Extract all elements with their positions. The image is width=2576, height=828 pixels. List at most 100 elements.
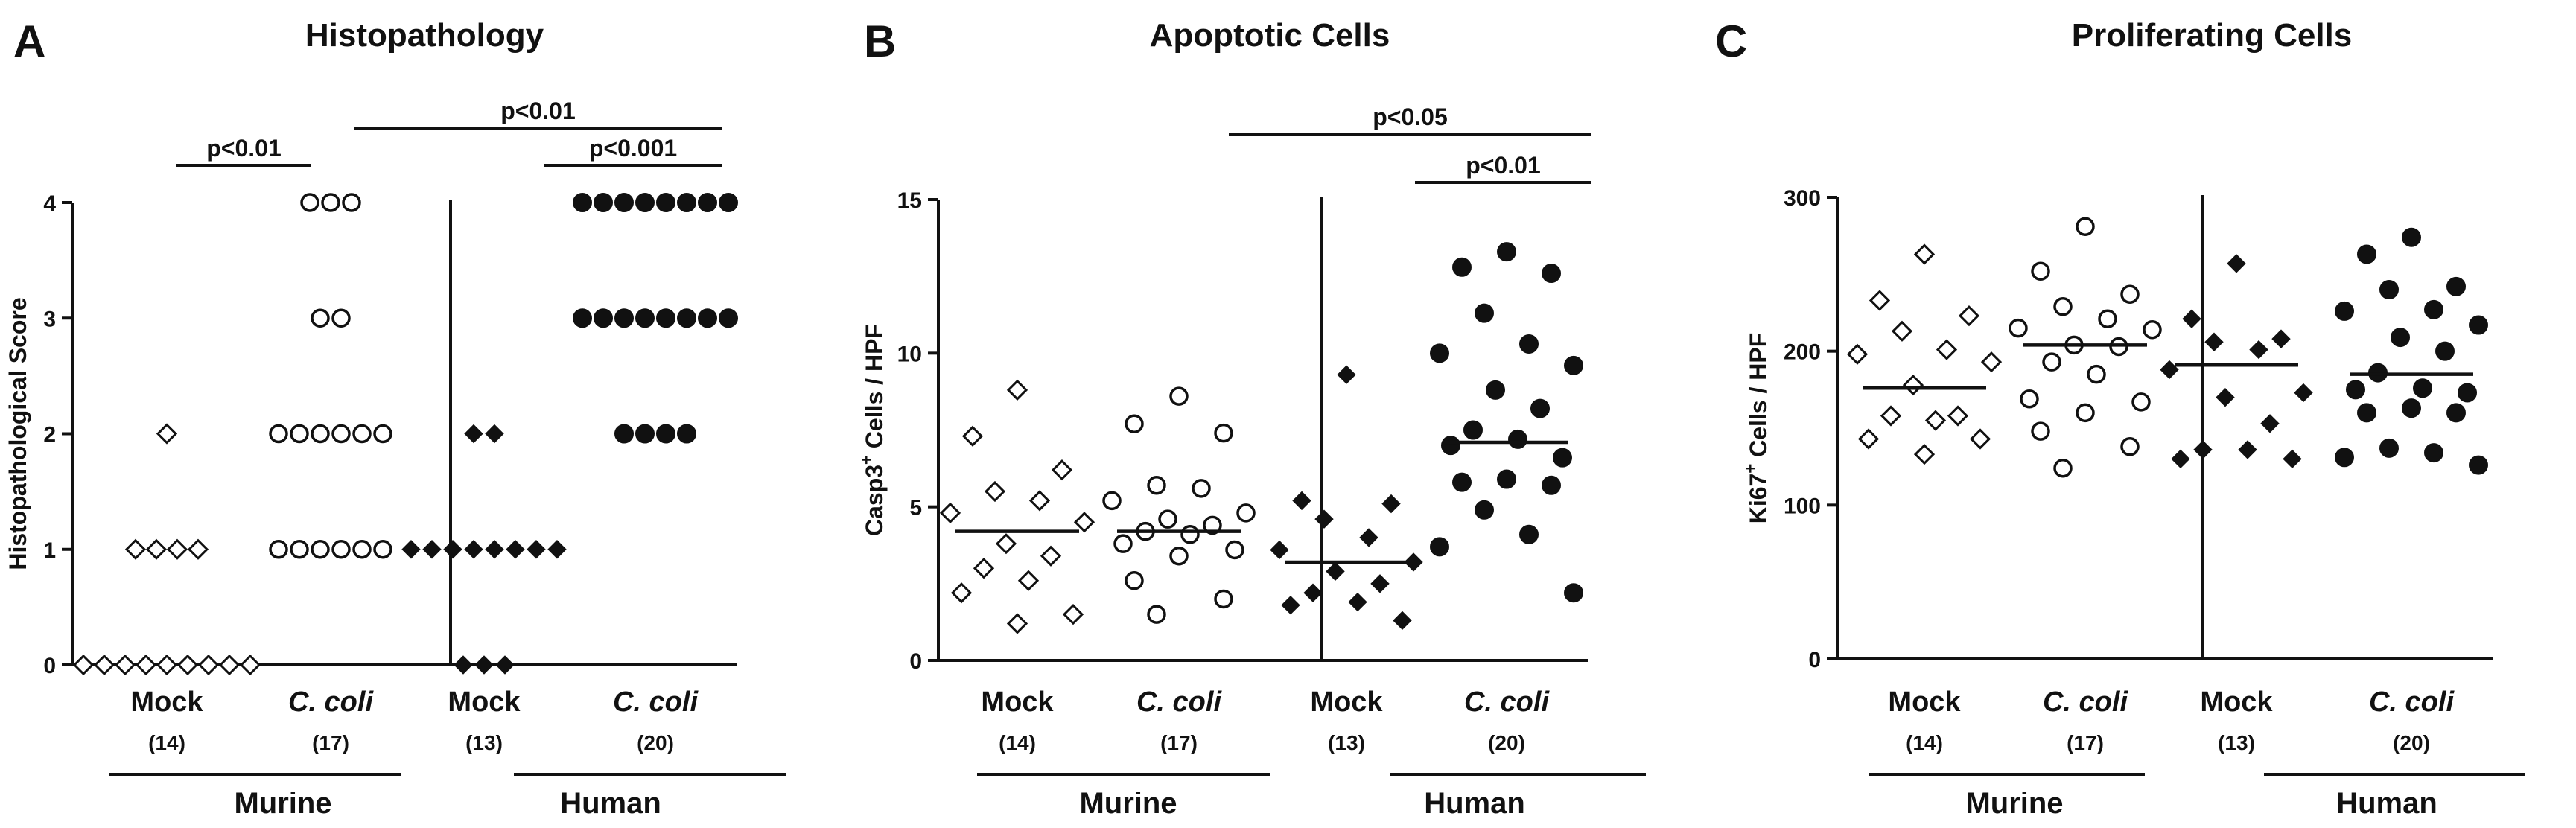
data-point (1062, 603, 1084, 625)
data-point (2458, 383, 2477, 403)
data-point (2076, 217, 2095, 237)
category-label: Mock (1310, 687, 1383, 718)
category-label: C. coli (613, 687, 699, 718)
data-point (401, 540, 421, 559)
data-point (352, 540, 372, 559)
data-point (2087, 364, 2106, 384)
data-point (1452, 472, 1472, 492)
data-point (1463, 420, 1483, 440)
y-tick-label: 100 (1784, 494, 1821, 518)
sample-size-label: (13) (1328, 731, 1365, 754)
data-point (1564, 355, 1583, 375)
y-tick-label: 3 (43, 307, 56, 331)
y-tick-label: 5 (909, 496, 922, 520)
data-point (2042, 352, 2061, 372)
data-point (677, 308, 696, 328)
y-tick-label: 15 (897, 188, 922, 213)
data-point (719, 193, 738, 212)
data-point (2379, 438, 2399, 458)
category-label: C. coli (2043, 687, 2128, 718)
significance-label: p<0.05 (1373, 104, 1448, 130)
data-point (1040, 545, 1062, 567)
data-point (2120, 284, 2140, 304)
data-point (2424, 443, 2443, 463)
data-point (1441, 436, 1460, 456)
data-point (594, 308, 613, 328)
data-point (1381, 494, 1401, 514)
panel-b: B Apoptotic Cells 0 5 10 15 Casp3+ Cells / HPF… (857, 16, 1646, 820)
significance-label: p<0.01 (500, 98, 576, 124)
data-point (1542, 475, 1561, 495)
group-label: Human (1424, 787, 1525, 820)
category-label: C. coli (288, 687, 374, 718)
panel-c: C Proliferating Cells 0 100 200 300 Ki67+ Cell… (1715, 16, 2525, 820)
data-point (2076, 403, 2095, 423)
data-point (1393, 611, 1412, 631)
data-point (187, 538, 209, 560)
category-label: Mock (2200, 687, 2273, 718)
y-tick-label: 300 (1784, 186, 1821, 211)
data-point (506, 540, 525, 559)
data-point (1947, 405, 1969, 427)
data-point (1497, 242, 1516, 262)
data-point (1125, 570, 1144, 590)
data-point (1147, 605, 1166, 624)
data-point (1158, 509, 1177, 529)
data-point (495, 655, 515, 675)
data-point (1553, 448, 1572, 468)
data-point (93, 654, 115, 676)
y-tick-label: 2 (43, 423, 56, 448)
data-point (1314, 509, 1334, 529)
data-point (166, 538, 188, 560)
data-point (939, 502, 961, 524)
y-tick-label: 4 (43, 191, 56, 216)
data-point (950, 582, 973, 604)
y-tick-label: 10 (897, 342, 922, 366)
data-point (373, 540, 392, 559)
group-label: Human (2336, 787, 2437, 820)
data-point (422, 540, 442, 559)
data-point (321, 193, 340, 212)
sample-size-label: (13) (465, 731, 503, 754)
data-point (2357, 403, 2376, 423)
y-axis-label-part: Cells / HPF (861, 324, 888, 455)
data-point (2053, 458, 2073, 478)
data-point (995, 533, 1017, 555)
data-point (2271, 329, 2291, 348)
data-point (176, 654, 199, 676)
data-point (352, 424, 372, 444)
data-point (1348, 592, 1367, 612)
data-point (973, 558, 995, 579)
category-label: C. coli (1464, 687, 1550, 718)
data-point (1475, 500, 1494, 520)
data-point (594, 193, 613, 212)
data-point (72, 654, 95, 676)
data-point (2413, 378, 2432, 398)
data-point (2335, 301, 2354, 321)
data-point (311, 308, 330, 328)
panel-letter: C (1715, 16, 1747, 66)
data-point (614, 424, 634, 444)
data-point (197, 654, 220, 676)
data-point (1452, 257, 1472, 277)
data-point (2053, 296, 2073, 316)
data-point (135, 654, 157, 676)
chart-title: Histopathology (305, 17, 544, 54)
data-point (1017, 570, 1040, 591)
data-point (145, 538, 168, 560)
data-point (1169, 386, 1189, 406)
panel-letter: B (864, 16, 896, 66)
y-tick-label: 0 (43, 654, 56, 678)
y-axis-label: Casp3+ Cells / HPF (857, 324, 888, 536)
data-point (2469, 315, 2488, 335)
data-point (2357, 244, 2376, 264)
data-point (677, 193, 696, 212)
data-point (331, 308, 351, 328)
data-point (269, 540, 288, 559)
data-point (331, 424, 351, 444)
y-tick-label: 0 (1808, 648, 1821, 672)
data-point (311, 540, 330, 559)
data-point (1359, 528, 1378, 547)
category-label: Mock (1888, 687, 1961, 718)
